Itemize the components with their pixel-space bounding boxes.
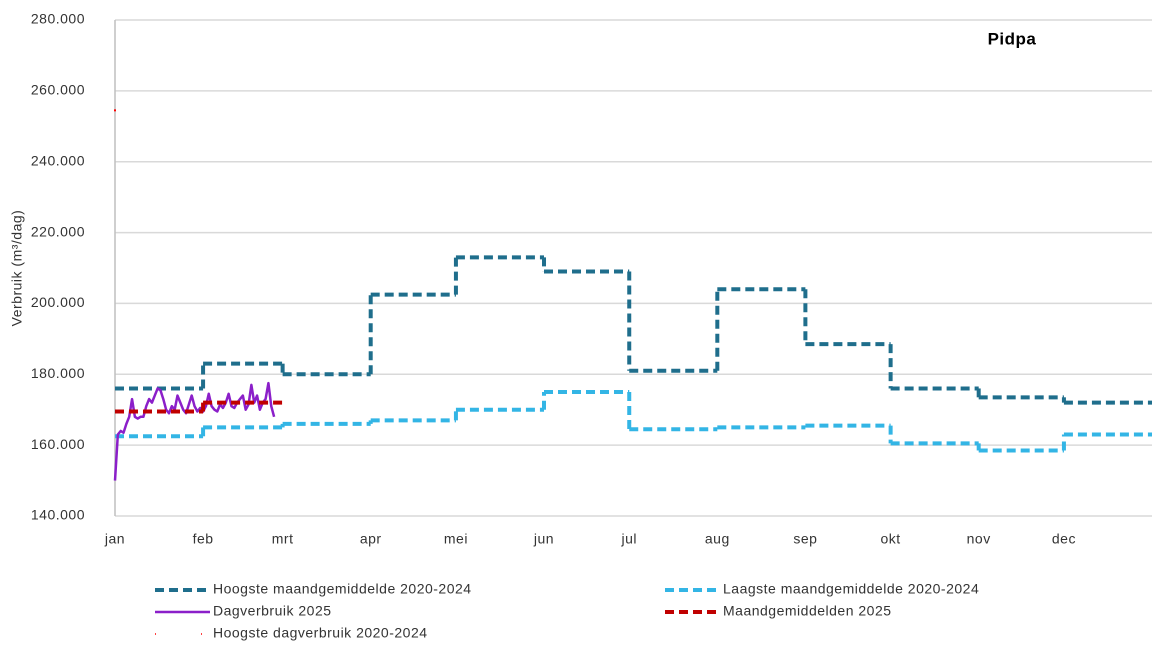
legend-label: Dagverbruik 2025 bbox=[213, 603, 332, 619]
x-tick-label: jul bbox=[620, 531, 637, 547]
x-tick-label: aug bbox=[705, 531, 730, 547]
line bbox=[113, 381, 276, 481]
x-tick-label: jan bbox=[104, 531, 125, 547]
legend-label: Laagste maandgemiddelde 2020-2024 bbox=[723, 581, 979, 597]
y-tick-label: 220.000 bbox=[31, 223, 85, 239]
y-axis-label: Verbruik (m³/dag) bbox=[9, 210, 25, 327]
x-tick-label: sep bbox=[793, 531, 817, 547]
y-tick-label: 200.000 bbox=[31, 294, 85, 310]
legend-label: Hoogste maandgemiddelde 2020-2024 bbox=[213, 581, 472, 597]
y-tick-label: 160.000 bbox=[31, 436, 85, 452]
x-tick-label: jun bbox=[533, 531, 554, 547]
y-tick-label: 280.000 bbox=[31, 11, 85, 27]
y-tick-label: 260.000 bbox=[31, 82, 85, 98]
y-tick-label: 240.000 bbox=[31, 152, 85, 168]
x-tick-label: okt bbox=[881, 531, 901, 547]
x-tick-label: mei bbox=[444, 531, 468, 547]
x-tick-label: apr bbox=[360, 531, 382, 547]
point bbox=[114, 109, 116, 112]
x-tick-label: nov bbox=[967, 531, 991, 547]
x-tick-label: dec bbox=[1052, 531, 1076, 547]
x-tick-label: feb bbox=[193, 531, 214, 547]
chart-title: Pidpa bbox=[988, 29, 1037, 48]
y-tick-label: 140.000 bbox=[31, 507, 85, 523]
legend-label: Hoogste dagverbruik 2020-2024 bbox=[213, 625, 428, 641]
x-tick-label: mrt bbox=[272, 531, 294, 547]
y-tick-label: 180.000 bbox=[31, 365, 85, 381]
legend-label: Maandgemiddelden 2025 bbox=[723, 603, 892, 619]
